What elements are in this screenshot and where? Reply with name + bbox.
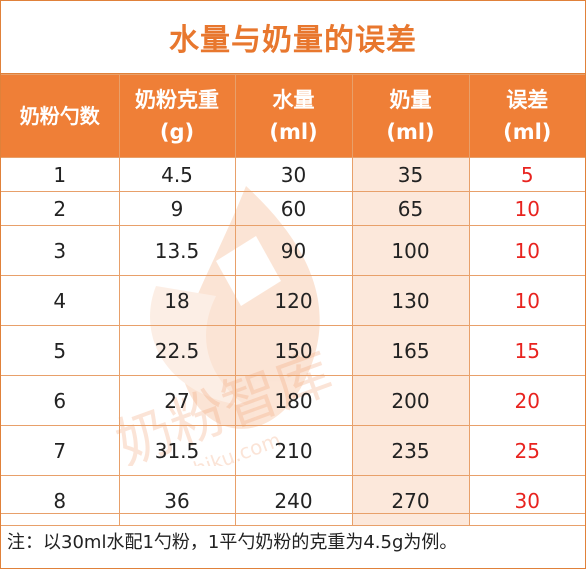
table-row: 1 4.5 30 35 5 (1, 157, 585, 192)
cell-grams: 22.5 (118, 325, 236, 376)
cell-water: 60 (234, 191, 353, 226)
cell-spoons: 1 (1, 157, 120, 192)
cell-milk: 165 (351, 325, 470, 376)
table-row: 5 22.5 150 165 15 (1, 325, 585, 376)
cell-milk: 130 (351, 275, 470, 326)
cell-error: 15 (468, 325, 585, 376)
cell-water: 150 (234, 325, 353, 376)
cell-spoons: 8 (1, 475, 120, 526)
cell-milk: 100 (351, 225, 470, 276)
cell-grams: 18 (118, 275, 236, 326)
table-row: 7 31.5 210 235 25 (1, 425, 585, 476)
cell-milk: 35 (351, 157, 470, 192)
cell-error: 20 (468, 375, 585, 426)
cell-spoons: 5 (1, 325, 120, 376)
table-row: 8 36 240 270 30 (1, 475, 585, 526)
header-water: 水量 (ml) (234, 74, 353, 158)
cell-error: 10 (468, 191, 585, 226)
cell-milk: 65 (351, 191, 470, 226)
cell-water: 30 (234, 157, 353, 192)
water-milk-table: 奶粉勺数 奶粉克重 (g) 水量 (ml) 奶量 (ml) 误差 (ml) 1 4.5 … (1, 74, 585, 526)
header-spoons: 奶粉勺数 (1, 74, 120, 158)
cell-milk: 200 (351, 375, 470, 426)
cell-error: 10 (468, 275, 585, 326)
cell-water: 180 (234, 375, 353, 426)
cell-grams: 13.5 (118, 225, 236, 276)
cell-error: 5 (468, 157, 585, 192)
cell-water: 120 (234, 275, 353, 326)
footnote: 注：以30ml水配1勺粉，1平勺奶粉的克重为4.5g为例。 (1, 513, 585, 568)
table-row: 2 9 60 65 10 (1, 191, 585, 226)
table-row: 6 27 180 200 20 (1, 375, 585, 426)
cell-grams: 36 (118, 475, 236, 526)
cell-spoons: 6 (1, 375, 120, 426)
cell-spoons: 3 (1, 225, 120, 276)
table-row: 3 13.5 90 100 10 (1, 225, 585, 276)
cell-error: 30 (468, 475, 585, 526)
header-milk: 奶量 (ml) (351, 74, 470, 158)
cell-spoons: 4 (1, 275, 120, 326)
header-grams: 奶粉克重 (g) (118, 74, 236, 158)
cell-water: 210 (234, 425, 353, 476)
cell-grams: 4.5 (118, 157, 236, 192)
cell-error: 10 (468, 225, 585, 276)
header-error: 误差 (ml) (468, 74, 585, 158)
cell-water: 90 (234, 225, 353, 276)
cell-milk: 235 (351, 425, 470, 476)
cell-milk: 270 (351, 475, 470, 526)
cell-grams: 31.5 (118, 425, 236, 476)
cell-grams: 9 (118, 191, 236, 226)
cell-error: 25 (468, 425, 585, 476)
header-row: 奶粉勺数 奶粉克重 (g) 水量 (ml) 奶量 (ml) 误差 (ml) (1, 74, 585, 158)
cell-grams: 27 (118, 375, 236, 426)
cell-spoons: 2 (1, 191, 120, 226)
cell-spoons: 7 (1, 425, 120, 476)
table-row: 4 18 120 130 10 (1, 275, 585, 326)
page-title: 水量与奶量的误差 (1, 1, 585, 74)
